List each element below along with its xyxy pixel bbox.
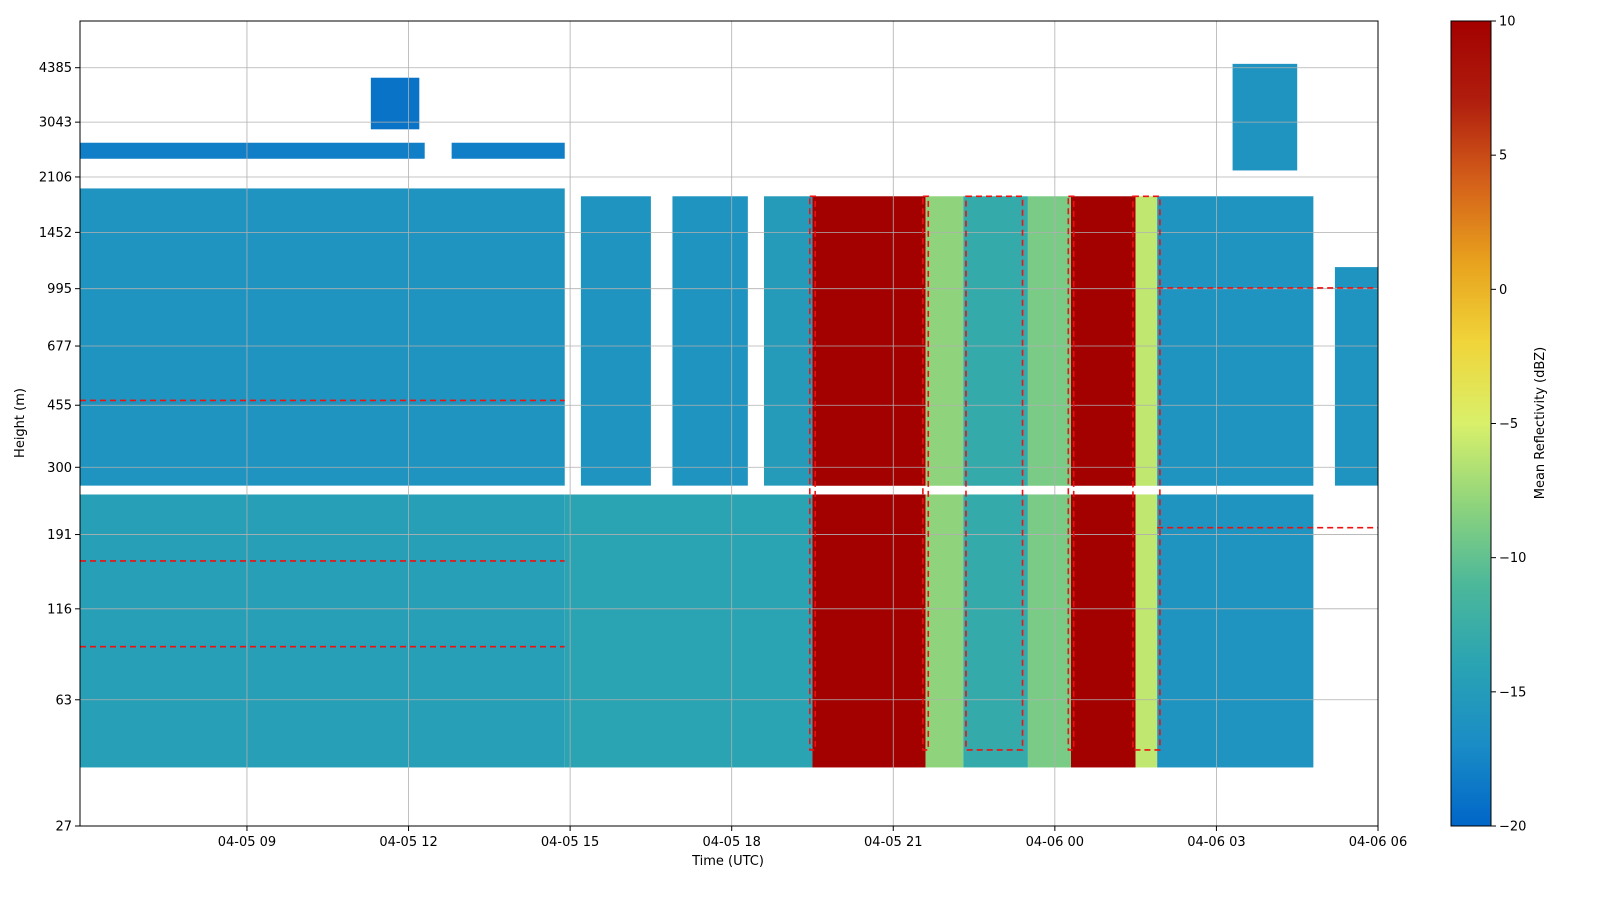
heatmap-cell-3 (451, 142, 565, 159)
heatmap-cell-15 (1157, 196, 1314, 768)
colorbar-tick-label-6: −20 (1499, 820, 1526, 835)
colorbar-tick-label-0: 10 (1499, 15, 1516, 30)
y-tick-label-3: 191 (47, 528, 72, 543)
heatmap-cell-8 (564, 494, 813, 768)
colorbar-tick-label-2: 0 (1499, 283, 1507, 298)
colorbar-label: Mean Reflectivity (dBZ) (1533, 347, 1548, 500)
plot-frame (79, 20, 1379, 827)
contour-line-3 (1067, 195, 1075, 751)
y-tick-label-10: 3043 (39, 116, 72, 131)
contour-line-1 (922, 195, 930, 751)
x-tick-label-7: 04-06 06 (1349, 835, 1407, 850)
x-tick-label-2: 04-05 15 (541, 835, 599, 850)
heatmap-cell-7 (764, 196, 813, 486)
heatmap-cell-13 (1071, 196, 1136, 768)
y-tick-label-2: 116 (47, 602, 72, 617)
y-tick-label-7: 995 (47, 282, 72, 297)
heatmap-cell-11 (963, 196, 1028, 768)
heatmap-layer (80, 63, 1378, 768)
x-tick-label-1: 04-05 12 (379, 835, 437, 850)
heatmap-cell-1 (80, 188, 565, 486)
heatmap-cell-6 (672, 196, 748, 486)
data-gap-band (80, 485, 1378, 495)
colorbar (1450, 20, 1492, 827)
x-tick-label-4: 04-05 21 (864, 835, 922, 850)
y-tick-label-8: 1452 (39, 226, 72, 241)
heatmap-cell-2 (80, 142, 425, 159)
colorbar-tick-label-5: −15 (1499, 685, 1526, 700)
heatmap-cell-16 (1232, 63, 1298, 171)
contour-line-4 (1132, 195, 1161, 751)
y-tick-label-1: 63 (55, 693, 72, 708)
y-tick-label-5: 455 (47, 399, 72, 414)
colorbar-tick-label-4: −10 (1499, 551, 1526, 566)
colorbar-ticks: 10 5 0 −5 −10 −15 −20 (1491, 15, 1526, 835)
colorbar-tick-label-3: −5 (1499, 417, 1518, 432)
y-axis: 27 63 116 191 300 455 677 995 1452 2106 3043 4385 (39, 61, 80, 835)
x-axis-label: Time (UTC) (691, 854, 764, 869)
y-tick-label-6: 677 (47, 340, 72, 355)
y-tick-label-4: 300 (47, 461, 72, 476)
heatmap-cell-10 (925, 196, 964, 768)
x-tick-label-3: 04-05 18 (702, 835, 760, 850)
heatmap-cell-17 (1334, 267, 1378, 486)
y-tick-label-0: 27 (55, 820, 72, 835)
contour-line-2 (965, 195, 1024, 751)
contour-overlay (80, 195, 1378, 751)
contour-line-0 (808, 195, 816, 751)
heatmap-cell-4 (370, 77, 420, 130)
x-axis: 04-05 09 04-05 12 04-05 15 04-05 18 04-05 21… (218, 826, 1407, 850)
y-tick-label-9: 2106 (39, 170, 72, 185)
heatmap-cell-12 (1027, 196, 1072, 768)
heatmap-cell-0 (80, 494, 565, 768)
colorbar-tick-label-1: 5 (1499, 149, 1507, 164)
y-tick-label-11: 4385 (39, 61, 72, 76)
x-tick-label-5: 04-06 00 (1026, 835, 1084, 850)
x-tick-label-6: 04-06 03 (1187, 835, 1245, 850)
y-axis-label: Height (m) (13, 388, 28, 458)
heatmap-cell-14 (1135, 196, 1158, 768)
heatmap-cell-5 (580, 196, 651, 486)
heatmap-cell-9 (812, 196, 926, 768)
x-tick-label-0: 04-05 09 (218, 835, 276, 850)
